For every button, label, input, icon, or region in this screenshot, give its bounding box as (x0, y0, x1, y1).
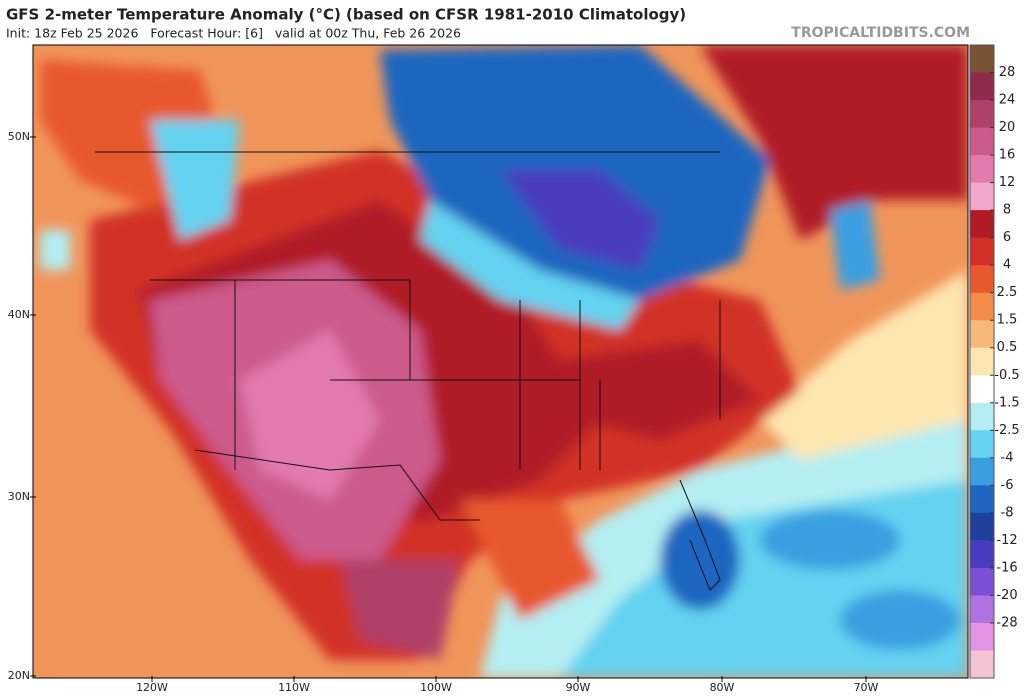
map-field (33, 45, 968, 678)
colorbar-swatch (970, 45, 994, 74)
colorbar-swatch (970, 347, 994, 376)
lon-label: 110W (278, 681, 310, 694)
title: GFS 2-meter Temperature Anomaly (°C) (ba… (6, 6, 686, 24)
lon-label: 70W (854, 681, 879, 694)
colorbar-label: 12 (999, 175, 1016, 190)
lat-label: 40N (8, 308, 30, 321)
colorbar-swatch (970, 127, 994, 156)
lat-label: 20N (8, 669, 30, 682)
colorbar-label: -2.5 (994, 423, 1019, 438)
colorbar-frame (969, 44, 995, 679)
colorbar-swatch (970, 622, 994, 651)
boundaries (95, 151, 721, 591)
lat-label: 30N (8, 490, 30, 503)
colorbar-swatch (970, 402, 994, 431)
colorbar-swatch (970, 265, 994, 294)
colorbar-label: 6 (1003, 230, 1011, 245)
watermark: TROPICALTIDBITS.COM (791, 25, 970, 41)
colorbar-swatch (970, 540, 994, 569)
colorbar-swatch (970, 210, 994, 239)
colorbar-swatch (970, 567, 994, 596)
colorbar-label: -6 (1001, 478, 1014, 493)
colorbar-label: -0.5 (994, 368, 1019, 383)
colorbar-label: 28 (999, 65, 1016, 80)
colorbar-label: 2.5 (997, 285, 1018, 300)
colorbar-label: 24 (999, 93, 1016, 108)
colorbar-label: 20 (999, 120, 1016, 135)
colorbar-label: 16 (999, 148, 1016, 163)
lon-label: 80W (710, 681, 735, 694)
colorbar-label: -8 (1001, 505, 1014, 520)
colorbar-swatch (970, 100, 994, 129)
colorbar-swatch (970, 237, 994, 266)
colorbar-swatch (970, 457, 994, 486)
colorbar: 28 24 20 16 12 8 6 4 2.5 1.5 0.5 -0.5 -1.5 -2.5 -4 -6 -8… (969, 44, 1020, 679)
colorbar-swatch (970, 485, 994, 514)
lon-label: 90W (566, 681, 591, 694)
colorbar-swatch (970, 650, 994, 679)
colorbar-label: 4 (1003, 258, 1011, 273)
colorbar-label: 0.5 (997, 340, 1018, 355)
colorbar-swatch (970, 155, 994, 184)
colorbar-swatch (970, 72, 994, 101)
colorbar-label: -1.5 (994, 395, 1019, 410)
colorbar-swatch (970, 375, 994, 404)
lon-label: 100W (420, 681, 452, 694)
colorbar-label: -12 (996, 533, 1017, 548)
map-frame (32, 44, 969, 679)
lat-label: 50N (8, 130, 30, 143)
colorbar-swatch (970, 292, 994, 321)
colorbar-swatch (970, 430, 994, 459)
colorbar-swatch (970, 512, 994, 541)
colorbar-label: 8 (1003, 203, 1011, 218)
colorbar-swatch (970, 182, 994, 211)
colorbar-label: -4 (1001, 450, 1014, 465)
colorbar-label: -16 (996, 560, 1017, 575)
colorbar-swatch (970, 595, 994, 624)
lon-label: 120W (136, 681, 168, 694)
colorbar-label: -20 (996, 588, 1017, 603)
colorbar-swatch (970, 320, 994, 349)
colorbar-label: -28 (996, 615, 1017, 630)
colorbar-label: 1.5 (997, 313, 1018, 328)
subtitle: Init: 18z Feb 25 2026 Forecast Hour: [6]… (6, 26, 461, 41)
